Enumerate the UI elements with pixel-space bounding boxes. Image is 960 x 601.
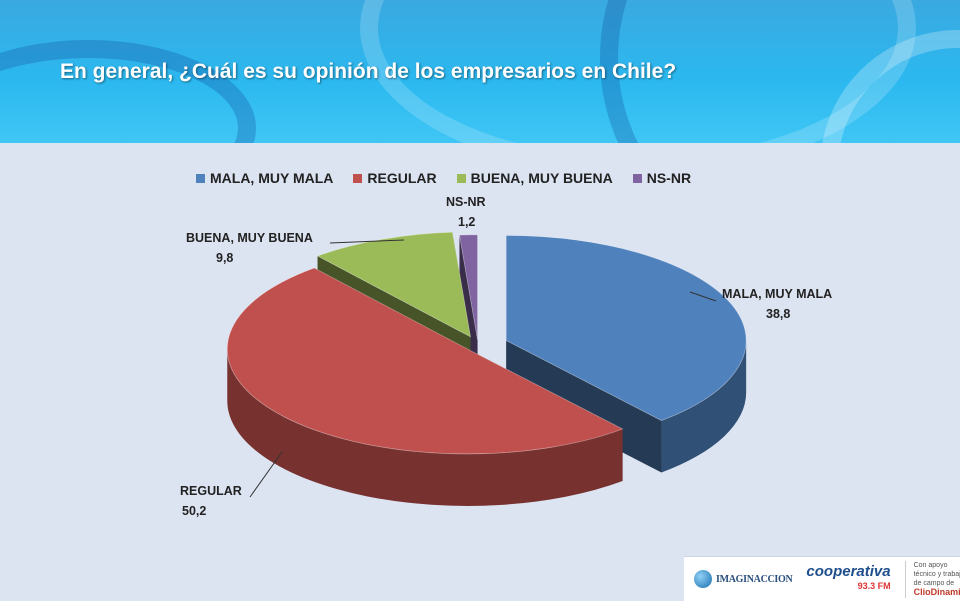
legend-label: NS-NR: [646, 170, 692, 186]
pie-slice-wall: [506, 340, 662, 473]
cooperativa-logo: cooperativa 93.3 FM: [806, 563, 891, 591]
leader-line: [249, 451, 283, 498]
legend-swatch: [632, 173, 642, 183]
pie-slice: [226, 267, 624, 455]
sponsor-logos: IMAGINACCION cooperativa 93.3 FM Con apo…: [684, 556, 960, 601]
data-label-value: 9,8: [216, 251, 233, 265]
data-label-value: 50,2: [182, 504, 206, 518]
data-label-category: BUENA, MUY BUENA: [186, 231, 313, 245]
legend-item: REGULAR: [353, 170, 437, 186]
cliodinamica-logo: Con apoyo técnico y trabajo de campo de …: [904, 560, 960, 598]
imaginaccion-logo: IMAGINACCION: [694, 570, 793, 588]
legend-swatch: [456, 173, 466, 183]
chart-legend: MALA, MUY MALA REGULAR BUENA, MUY BUENA NS-…: [196, 170, 691, 186]
legend-swatch: [196, 173, 205, 183]
pie-slice: [316, 231, 472, 338]
globe-icon: [694, 570, 712, 588]
pie-top-layer: [226, 231, 747, 455]
data-label-value: 1,2: [458, 215, 475, 229]
leader-line: [689, 291, 717, 302]
data-label-value: 38,8: [766, 307, 790, 321]
legend-item: BUENA, MUY BUENA: [456, 170, 613, 186]
data-labels: MALA, MUY MALA 38,8 REGULAR 50,2 BUENA, MUY …: [180, 195, 832, 518]
legend-label: BUENA, MUY BUENA: [470, 170, 613, 186]
legend-label: MALA, MUY MALA: [210, 170, 334, 186]
pie-slice: [458, 234, 478, 340]
pie-slice: [505, 235, 747, 421]
data-label-category: NS-NR: [446, 195, 486, 209]
legend-item: NS-NR: [632, 170, 692, 186]
data-label-category: MALA, MUY MALA: [722, 287, 832, 301]
leader-line: [329, 239, 405, 244]
header-banner: En general, ¿Cuál es su opinión de los e…: [0, 0, 960, 143]
legend-item: MALA, MUY MALA: [196, 170, 333, 186]
slide-title: En general, ¿Cuál es su opinión de los e…: [60, 60, 677, 83]
legend-label: REGULAR: [367, 170, 437, 186]
pie-slice-rim: [227, 348, 623, 506]
data-label-category: REGULAR: [180, 484, 242, 498]
pie-slice-rim: [661, 340, 747, 473]
legend-swatch: [353, 173, 363, 183]
